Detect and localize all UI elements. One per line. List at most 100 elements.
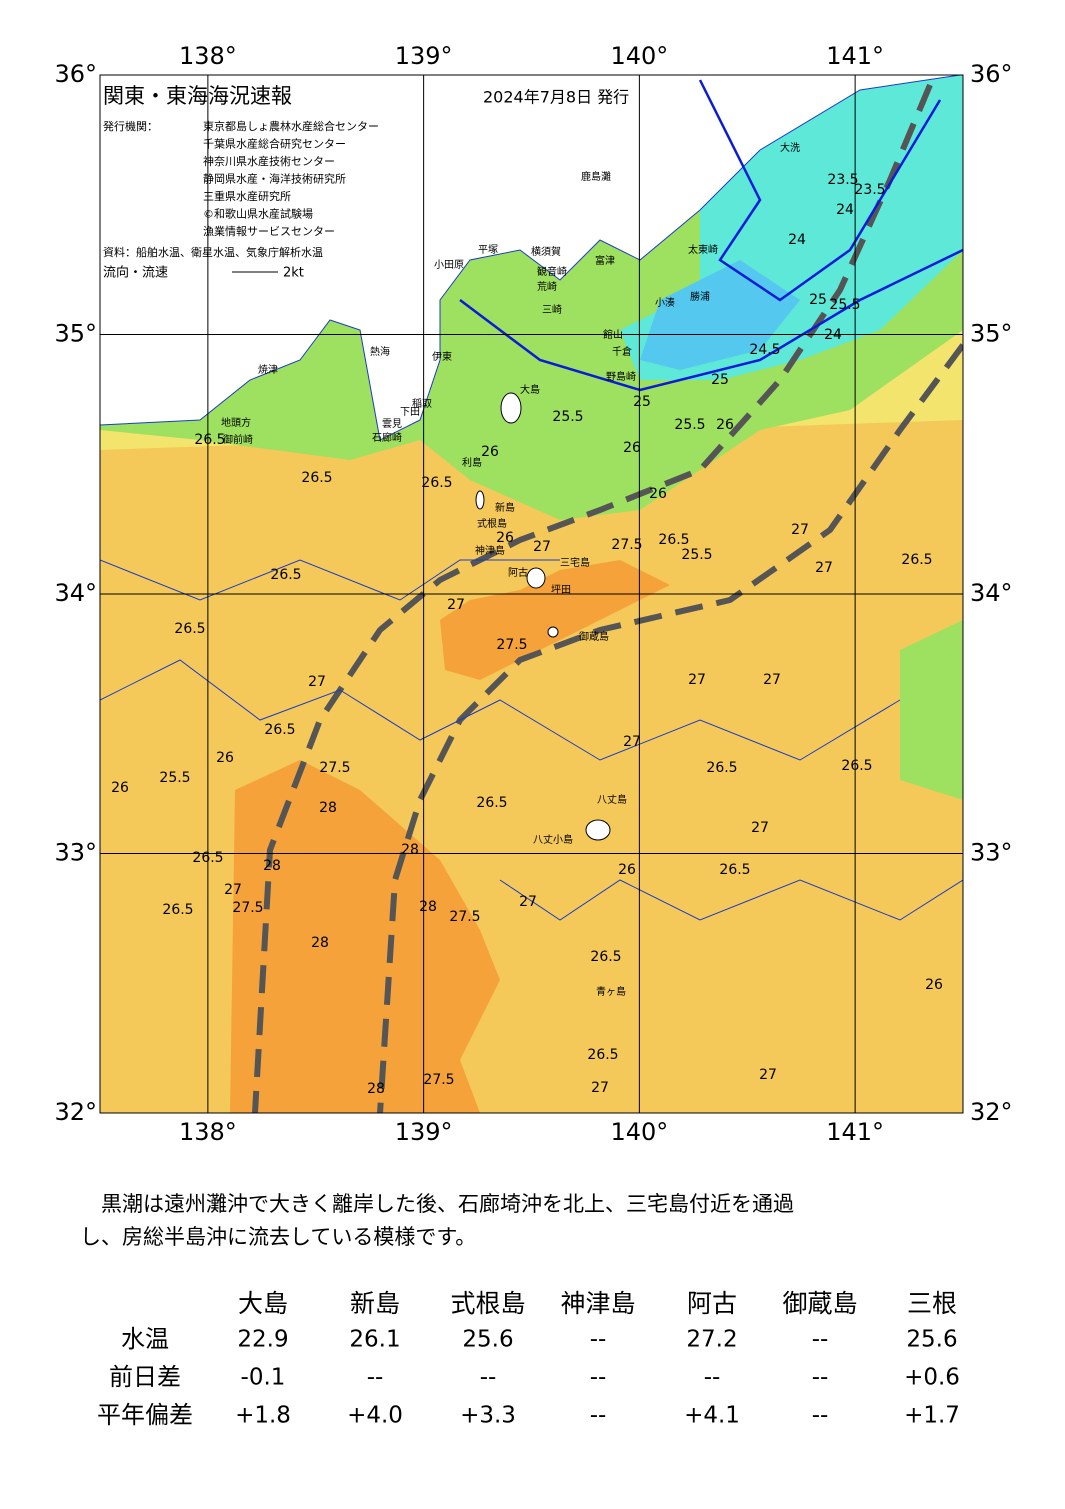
island xyxy=(526,567,546,589)
contour-label: 26.5 xyxy=(590,949,621,965)
place-label: 神津島 xyxy=(475,544,505,557)
table-header: 式根島 xyxy=(450,1289,525,1318)
place-label: 富津 xyxy=(595,254,615,267)
contour-label: 25.5 xyxy=(681,547,712,563)
table-header: 神津島 xyxy=(560,1289,635,1318)
place-label: 式根島 xyxy=(477,517,507,530)
contour-label: 27.5 xyxy=(423,1072,454,1088)
table-cell: -- xyxy=(812,1327,829,1353)
contour-label: 27 xyxy=(447,597,465,613)
table-cell: 26.1 xyxy=(349,1327,400,1353)
lon-tick-label: 141° xyxy=(826,42,884,70)
lat-tick-label: 34° xyxy=(54,579,97,607)
table-cell: -- xyxy=(367,1365,384,1391)
issue-date: 2024年7月8日 発行 xyxy=(483,88,629,107)
contour-label: 26.5 xyxy=(264,722,295,738)
place-label: 横須賀 xyxy=(531,245,561,258)
contour-label: 27 xyxy=(591,1080,609,1096)
contour-label: 27 xyxy=(688,672,706,688)
contour-label: 26 xyxy=(925,977,943,993)
contour-label: 24 xyxy=(788,232,806,248)
place-label: 石廊崎 xyxy=(372,431,402,444)
lon-tick-label: 141° xyxy=(826,1118,884,1146)
contour-label: 24.5 xyxy=(749,342,780,358)
map-title: 関東・東海海況速報 xyxy=(103,84,292,108)
row-label: 平年偏差 xyxy=(97,1401,193,1429)
table-cell: -- xyxy=(704,1365,721,1391)
contour-label: 26.5 xyxy=(587,1047,618,1063)
contour-label: 27 xyxy=(519,894,537,910)
place-label: 荒崎 xyxy=(537,280,557,293)
table-cell: +1.7 xyxy=(904,1403,960,1429)
sea-temperature-map xyxy=(100,75,963,1113)
table-cell: -- xyxy=(590,1365,607,1391)
place-label: 鹿島灘 xyxy=(581,170,611,183)
issuer: 静岡県水産・海洋技術研究所 xyxy=(203,172,346,186)
place-label: 稲取 xyxy=(412,398,432,410)
warm-core xyxy=(440,560,670,680)
isotherm xyxy=(459,248,963,392)
place-label: 太東崎 xyxy=(688,243,718,256)
issuer: 東京都島しょ農林水産総合センター xyxy=(203,119,379,133)
table-header: 阿古 xyxy=(687,1289,737,1318)
contour-label: 24 xyxy=(836,202,854,218)
contour-label: 26 xyxy=(649,486,667,502)
issuer: ©和歌山県水産試験場 xyxy=(203,207,313,221)
contour-label: 28 xyxy=(311,935,329,951)
table-cell: +0.6 xyxy=(904,1365,960,1391)
land xyxy=(100,75,961,441)
contour-label: 26.5 xyxy=(476,795,507,811)
green-area xyxy=(900,620,963,800)
warm-core xyxy=(230,760,500,1113)
lon-tick-label: 138° xyxy=(179,42,237,70)
issuer: 漁業情報サービスセンター xyxy=(203,224,335,238)
contour-label: 26.5 xyxy=(174,621,205,637)
place-label: 青ヶ島 xyxy=(596,985,626,998)
contour-label: 28 xyxy=(367,1081,385,1097)
table-cell: -- xyxy=(812,1403,829,1429)
lon-tick-label: 140° xyxy=(610,42,668,70)
comment: 黒潮は遠州灘沖で大きく離岸した後、石廊埼沖を北上、三宅島付近を通過し、房総半島沖… xyxy=(80,1192,794,1249)
contour-label: 26 xyxy=(623,440,641,456)
legend-label: 流向・流速 xyxy=(103,265,168,281)
contour-label: 28 xyxy=(319,800,337,816)
place-label: 三宅島 xyxy=(560,556,590,569)
contour-label: 28 xyxy=(263,858,281,874)
contour-label: 27.5 xyxy=(319,760,350,776)
contour-label: 25 xyxy=(711,372,729,388)
issuer-label: 発行機関： xyxy=(103,119,158,133)
place-label: 観音崎 xyxy=(537,265,567,278)
lon-tick-label: 139° xyxy=(395,1118,453,1146)
isotherm xyxy=(100,559,560,601)
place-label: 下田 xyxy=(400,407,420,418)
place-label: 小湊 xyxy=(655,296,675,309)
isotherm xyxy=(499,879,963,921)
contour-label: 26.5 xyxy=(841,758,872,774)
place-label: 焼津 xyxy=(258,364,278,376)
contour-label: 26 xyxy=(481,444,499,460)
isotherm xyxy=(698,79,942,302)
lat-tick-label: 34° xyxy=(970,579,1013,607)
lat-tick-label: 35° xyxy=(970,320,1013,348)
contour-label: 25.5 xyxy=(552,409,583,425)
contour-label: 26 xyxy=(496,530,514,546)
contour-label: 27.5 xyxy=(449,909,480,925)
lat-tick-label: 36° xyxy=(970,60,1013,88)
issuer: 千葉県水産総合研究センター xyxy=(203,137,346,151)
table-cell: 25.6 xyxy=(906,1327,957,1353)
table-header: 大島 xyxy=(238,1289,288,1318)
place-label: 伊東 xyxy=(432,350,452,363)
table-cell: 25.6 xyxy=(462,1327,513,1353)
source: 資料：船舶水温、衛星水温、気象庁解析水温 xyxy=(103,245,323,259)
island xyxy=(547,626,559,638)
contour-label: 27.5 xyxy=(232,900,263,916)
contour-label: 27 xyxy=(763,672,781,688)
place-label: 阿古 xyxy=(508,566,528,579)
island xyxy=(585,819,611,841)
contour-label: 26.5 xyxy=(162,902,193,918)
table-header: 御蔵島 xyxy=(782,1289,857,1318)
lat-tick-label: 32° xyxy=(54,1098,97,1126)
table-cell: 27.2 xyxy=(686,1327,737,1353)
contour-label: 26.5 xyxy=(301,470,332,486)
contour-label: 27 xyxy=(791,522,809,538)
